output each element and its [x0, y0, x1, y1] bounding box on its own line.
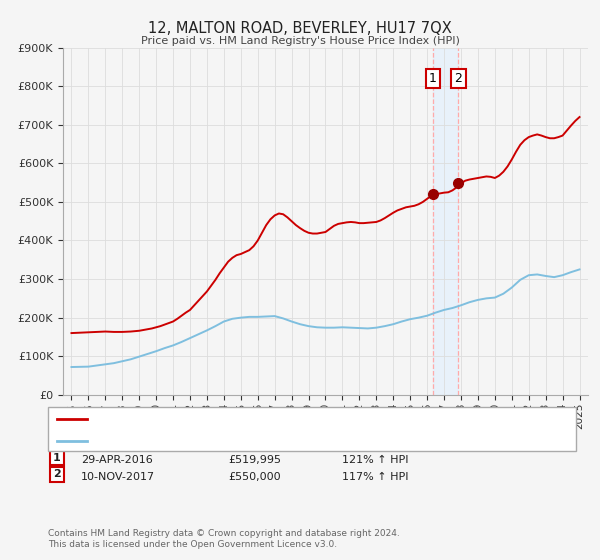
Text: Contains HM Land Registry data © Crown copyright and database right 2024.
This d: Contains HM Land Registry data © Crown c…: [48, 529, 400, 549]
Text: 29-APR-2016: 29-APR-2016: [81, 455, 153, 465]
Text: 10-NOV-2017: 10-NOV-2017: [81, 472, 155, 482]
Text: 12, MALTON ROAD, BEVERLEY, HU17 7QX (detached house): 12, MALTON ROAD, BEVERLEY, HU17 7QX (det…: [93, 414, 404, 424]
Text: 1: 1: [429, 72, 437, 85]
Text: 2: 2: [53, 469, 61, 479]
Text: HPI: Average price, detached house, East Riding of Yorkshire: HPI: Average price, detached house, East…: [93, 436, 409, 446]
Text: 2: 2: [455, 72, 463, 85]
Text: £550,000: £550,000: [228, 472, 281, 482]
Text: 1: 1: [53, 452, 61, 463]
Text: Price paid vs. HM Land Registry's House Price Index (HPI): Price paid vs. HM Land Registry's House …: [140, 36, 460, 46]
Text: £519,995: £519,995: [228, 455, 281, 465]
Bar: [433, 48, 458, 395]
Text: 117% ↑ HPI: 117% ↑ HPI: [342, 472, 409, 482]
Text: 12, MALTON ROAD, BEVERLEY, HU17 7QX: 12, MALTON ROAD, BEVERLEY, HU17 7QX: [148, 21, 452, 36]
Text: 121% ↑ HPI: 121% ↑ HPI: [342, 455, 409, 465]
